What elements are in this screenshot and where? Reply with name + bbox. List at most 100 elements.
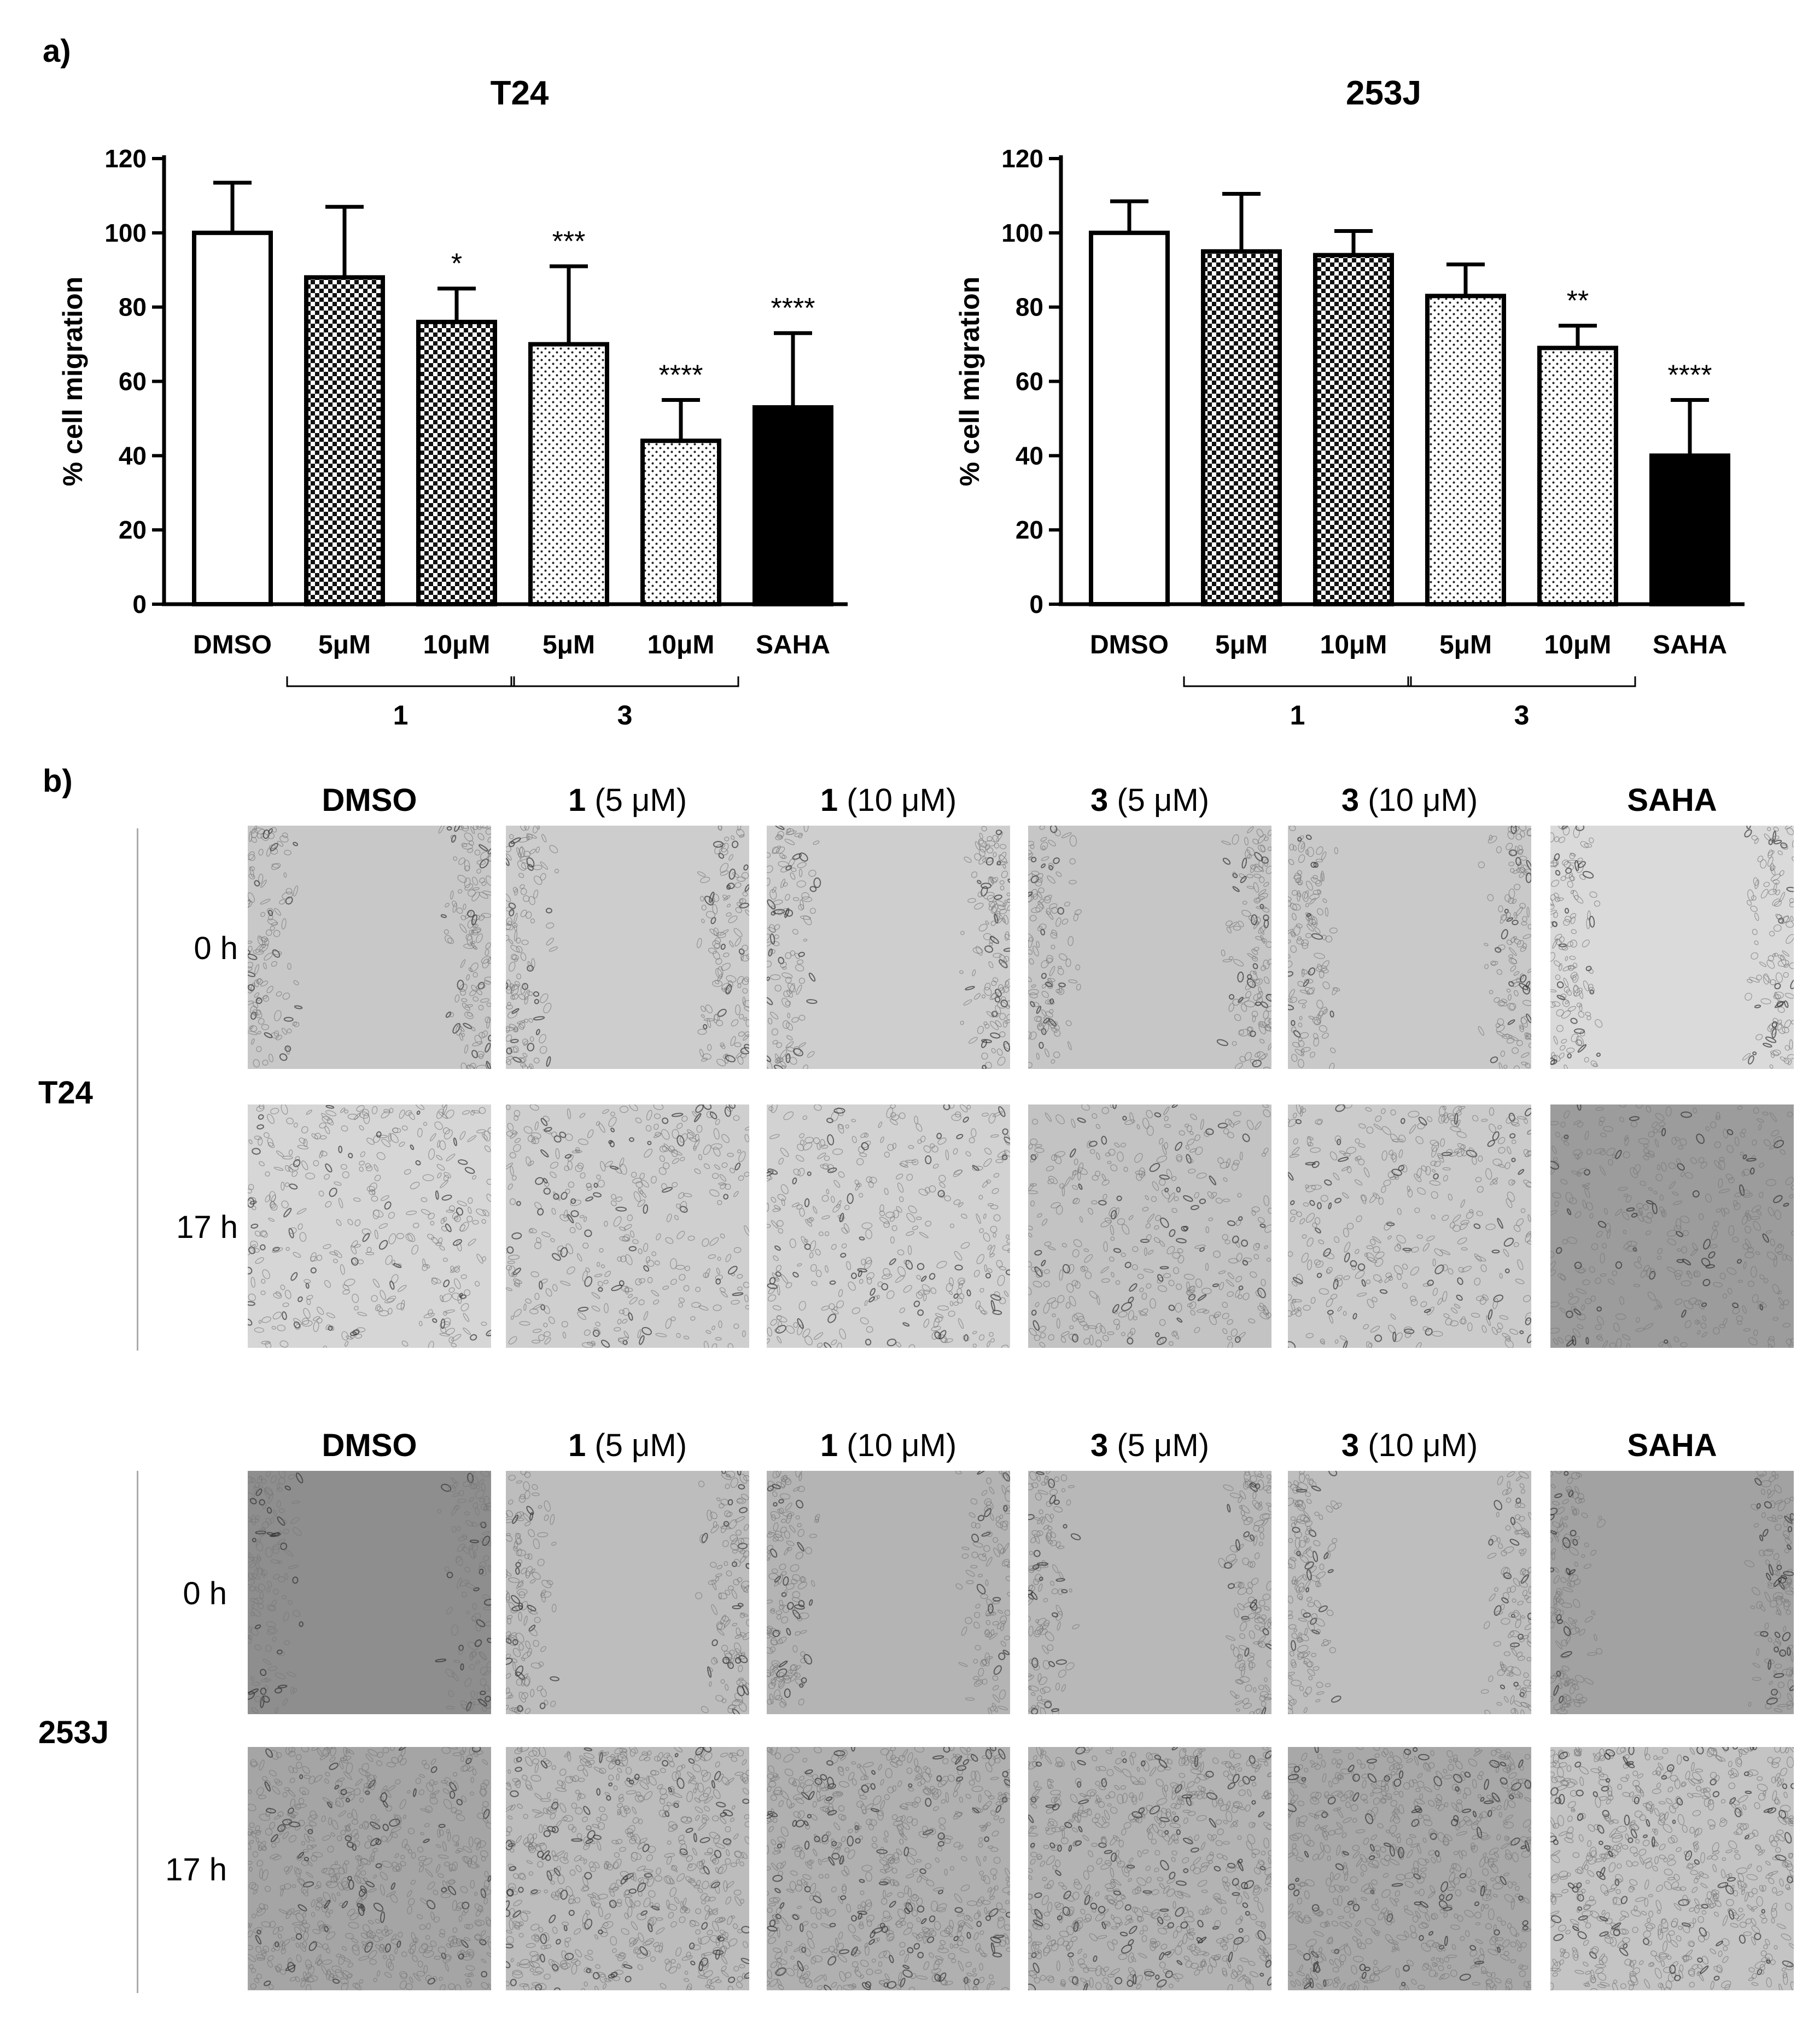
category-label: DMSO xyxy=(193,630,272,659)
micrograph xyxy=(248,826,491,1069)
cell-texture xyxy=(1550,1104,1794,1348)
group-label: 1 xyxy=(1290,700,1305,731)
concentration: (5 μM) xyxy=(1108,1428,1210,1463)
bar-1 xyxy=(1089,230,1170,607)
bar-6 xyxy=(752,405,833,607)
time-label: 0 h xyxy=(183,1575,227,1611)
cell-texture xyxy=(1550,826,1794,1069)
micrograph xyxy=(506,1747,749,1990)
y-tick-label: 60 xyxy=(119,367,147,396)
column-header: SAHA xyxy=(1552,1427,1793,1464)
category-label: SAHA xyxy=(1653,630,1727,659)
cell-texture xyxy=(1028,1747,1271,1990)
category-label: 10μM xyxy=(648,630,715,659)
cell-texture xyxy=(1028,1471,1271,1714)
micrograph xyxy=(506,1104,749,1348)
bar-6 xyxy=(1649,453,1730,606)
category-label: 10μM xyxy=(1544,630,1612,659)
concentration: (10 μM) xyxy=(838,782,957,818)
concentration: (10 μM) xyxy=(1359,782,1478,818)
chart-title-t24: T24 xyxy=(490,74,549,112)
column-header: 1 (5 μM) xyxy=(508,782,748,819)
cell-line-label: T24 xyxy=(38,1075,93,1111)
y-tick-label: 120 xyxy=(1001,144,1043,173)
bar-5 xyxy=(640,439,721,607)
concentration: (5 μM) xyxy=(586,1428,687,1463)
bar-chart-253j: 0 20 40 60 80 100 120 % cell migration DMSO 5μM 10… xyxy=(954,144,1745,731)
concentration: (5 μM) xyxy=(586,782,687,818)
y-tick-label: 20 xyxy=(119,516,147,544)
concentration: (10 μM) xyxy=(838,1428,957,1463)
bar-chart-t24: 0 20 40 60 80 100 120 % cell migration DMSO 5μM * 1… xyxy=(57,144,848,731)
micrograph xyxy=(1288,1104,1531,1348)
cell-texture xyxy=(248,1471,491,1714)
column-header: 3 (10 μM) xyxy=(1290,1427,1530,1464)
y-tick-label: 100 xyxy=(1001,219,1043,247)
chart-title-253j: 253J xyxy=(1346,74,1421,112)
row-group-line xyxy=(137,1471,138,1993)
y-axis-label: % cell migration xyxy=(57,277,88,486)
cell-texture xyxy=(767,1747,1010,1990)
bar-1 xyxy=(192,230,273,607)
category-label: DMSO xyxy=(1090,630,1169,659)
significance-label: ** xyxy=(1567,285,1589,317)
category-label: 5μM xyxy=(542,630,595,659)
category-label: SAHA xyxy=(756,630,830,659)
bar-2 xyxy=(304,275,385,607)
cell-texture xyxy=(248,826,491,1069)
compound-number: 3 xyxy=(1341,782,1360,818)
y-tick-label: 0 xyxy=(132,590,147,618)
compound-number: 1 xyxy=(820,782,838,818)
y-tick-label: 20 xyxy=(1016,516,1043,544)
micrograph xyxy=(1028,826,1271,1069)
time-label: 0 h xyxy=(194,930,238,966)
cell-texture xyxy=(1028,1104,1271,1348)
compound-number: 3 xyxy=(1090,1428,1109,1463)
cell-texture xyxy=(1550,1747,1794,1990)
column-header: 3 (5 μM) xyxy=(1030,1427,1270,1464)
cell-texture xyxy=(767,1104,1010,1348)
micrograph xyxy=(767,826,1010,1069)
cell-texture xyxy=(506,1747,749,1990)
y-tick-label: 40 xyxy=(119,441,147,470)
compound-number: 1 xyxy=(568,782,586,818)
significance-label: * xyxy=(451,248,462,280)
y-axis-label: % cell migration xyxy=(954,277,985,486)
column-header: DMSO xyxy=(249,1427,490,1464)
micrograph xyxy=(248,1471,491,1714)
compound-number: 3 xyxy=(1090,782,1109,818)
category-label: 10μM xyxy=(1320,630,1387,659)
column-header: 1 (10 μM) xyxy=(768,1427,1009,1464)
y-tick-label: 60 xyxy=(1016,367,1043,396)
micrograph xyxy=(506,1471,749,1714)
cell-texture xyxy=(248,1747,491,1990)
cell-texture xyxy=(506,1471,749,1714)
cell-texture xyxy=(1288,1471,1531,1714)
significance-label: **** xyxy=(771,293,815,324)
micrograph xyxy=(506,826,749,1069)
y-tick-label: 40 xyxy=(1016,441,1043,470)
micrograph xyxy=(1288,826,1531,1069)
cell-texture xyxy=(1550,1471,1794,1714)
column-header: 3 (5 μM) xyxy=(1030,782,1270,819)
treatment-name: DMSO xyxy=(322,782,417,818)
category-label: 5μM xyxy=(1439,630,1492,659)
column-header: 1 (10 μM) xyxy=(768,782,1009,819)
compound-number: 3 xyxy=(1341,1428,1360,1463)
y-tick-label: 120 xyxy=(104,144,147,173)
micrograph xyxy=(1550,826,1794,1069)
column-header: SAHA xyxy=(1552,782,1793,819)
bar-3 xyxy=(1313,253,1394,607)
group-label: 3 xyxy=(1514,700,1530,731)
micrograph xyxy=(1550,1104,1794,1348)
group-bracket xyxy=(1183,676,1412,687)
group-bracket xyxy=(1407,676,1636,687)
micrograph xyxy=(1288,1471,1531,1714)
bar-4 xyxy=(528,342,609,606)
cell-texture xyxy=(248,1104,491,1348)
panel-label-a: a) xyxy=(43,33,71,69)
cell-texture xyxy=(506,826,749,1069)
time-label: 17 h xyxy=(176,1209,238,1245)
cell-texture xyxy=(1288,1104,1531,1348)
micrograph xyxy=(1028,1747,1271,1990)
